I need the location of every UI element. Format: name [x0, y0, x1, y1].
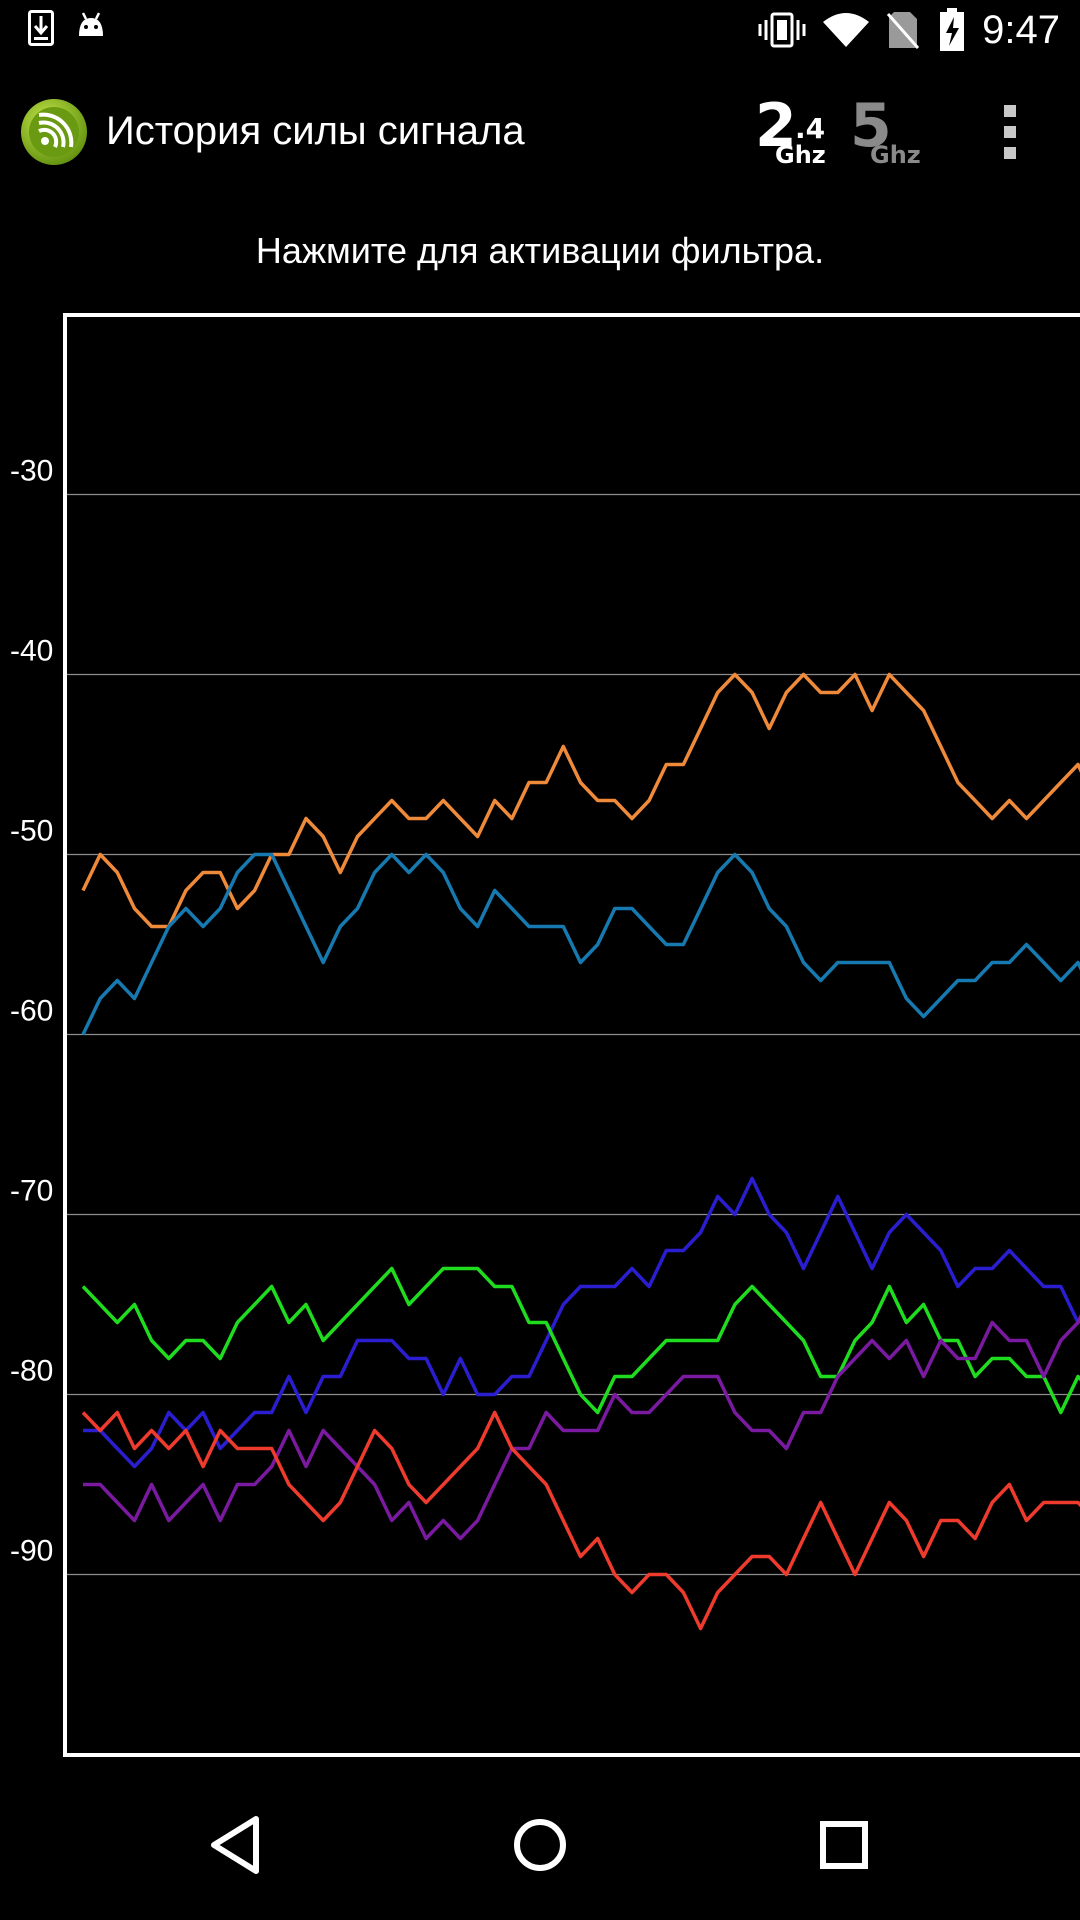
band-5-unit: Ghz — [870, 141, 921, 169]
series-line-purple — [83, 1314, 1080, 1541]
android-icon — [79, 12, 103, 36]
navigation-bar — [0, 1770, 1080, 1920]
band-24-unit: Ghz — [775, 141, 826, 169]
band-5ghz-toggle[interactable]: 5 Ghz — [850, 91, 950, 171]
home-circle-icon[interactable] — [500, 1805, 580, 1885]
overflow-menu-icon[interactable] — [990, 101, 1030, 163]
series-line-green — [81, 1266, 1080, 1415]
download-icon — [28, 10, 54, 46]
wifi-icon — [823, 13, 869, 47]
back-triangle-icon[interactable] — [196, 1805, 276, 1885]
app-title: История силы сигнала — [106, 109, 525, 153]
series-line-teal — [81, 852, 1080, 1036]
series-line-orange — [81, 672, 1080, 929]
y-tick-label: -90 — [10, 1535, 53, 1568]
filter-hint[interactable]: Нажмите для активации фильтра. — [255, 230, 825, 271]
vibrate-icon — [758, 12, 806, 48]
status-clock: 9:47 — [982, 8, 1060, 52]
signal-history-chart[interactable]: -30 -40 -50 -60 -70 -80 -90 — [0, 300, 1080, 1770]
y-tick-label: -40 — [10, 635, 53, 668]
y-tick-label: -60 — [10, 995, 53, 1028]
band-24-number: 2 — [755, 91, 797, 161]
battery-charging-icon — [940, 8, 964, 51]
y-tick-label: -80 — [10, 1355, 53, 1388]
status-bar: 9:47 — [0, 0, 1080, 63]
app-bar: История силы сигнала 2 .4 Ghz 5 Ghz — [0, 63, 1080, 198]
chart-frame — [63, 313, 1080, 1757]
series-line-blue — [83, 1176, 1080, 1469]
band-24ghz-toggle[interactable]: 2 .4 Ghz — [755, 91, 850, 171]
y-tick-label: -70 — [10, 1175, 53, 1208]
band-5-number: 5 — [850, 91, 892, 161]
series-line-red — [81, 1410, 1080, 1631]
wifi-analyzer-logo-icon — [21, 99, 87, 165]
no-sim-icon — [886, 12, 920, 49]
y-tick-label: -50 — [10, 815, 53, 848]
y-tick-label: -30 — [10, 455, 53, 488]
recents-square-icon[interactable] — [804, 1805, 884, 1885]
band-24-decimal: .4 — [795, 112, 826, 145]
